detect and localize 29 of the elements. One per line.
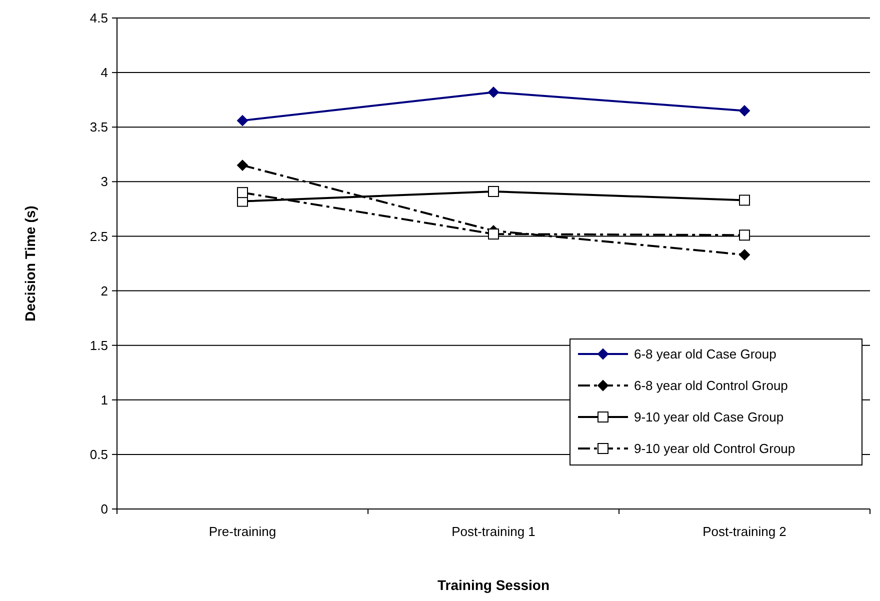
legend-label: 6-8 year old Case Group [634, 346, 776, 362]
point [237, 187, 248, 198]
y-tick-label: 4 [100, 65, 108, 80]
point [739, 105, 750, 116]
y-tick-label: 1 [100, 392, 108, 408]
y-tick-label: 3 [100, 174, 108, 190]
y-tick-label: 0.5 [90, 446, 108, 462]
x-tick-label: Post-training 2 [702, 524, 786, 539]
y-tick-label: 1.5 [90, 338, 108, 353]
y-axis-title: Decision Time (s) [22, 206, 38, 322]
point [237, 160, 248, 171]
point [739, 194, 750, 206]
y-tick-label: 3.5 [90, 120, 108, 135]
legend-label: 6-8 year old Control Group [634, 378, 788, 394]
legend-label: 9-10 year old Control Group [634, 441, 796, 456]
x-tick-label: Pre-training [208, 524, 276, 539]
point [488, 228, 499, 240]
x-tick-label: Post-training 1 [452, 524, 536, 539]
point [488, 186, 499, 197]
point [739, 230, 750, 241]
y-tick-label: 2.5 [90, 228, 108, 244]
y-tick-label: 0 [100, 502, 108, 517]
x-axis-title: Training Session [437, 577, 550, 593]
point [237, 115, 248, 126]
y-tick-label: 2 [100, 283, 108, 298]
point [488, 86, 499, 98]
point [739, 249, 750, 260]
y-tick-label: 4.5 [90, 10, 108, 26]
legend-label: 9-10 year old Case Group [634, 410, 784, 425]
